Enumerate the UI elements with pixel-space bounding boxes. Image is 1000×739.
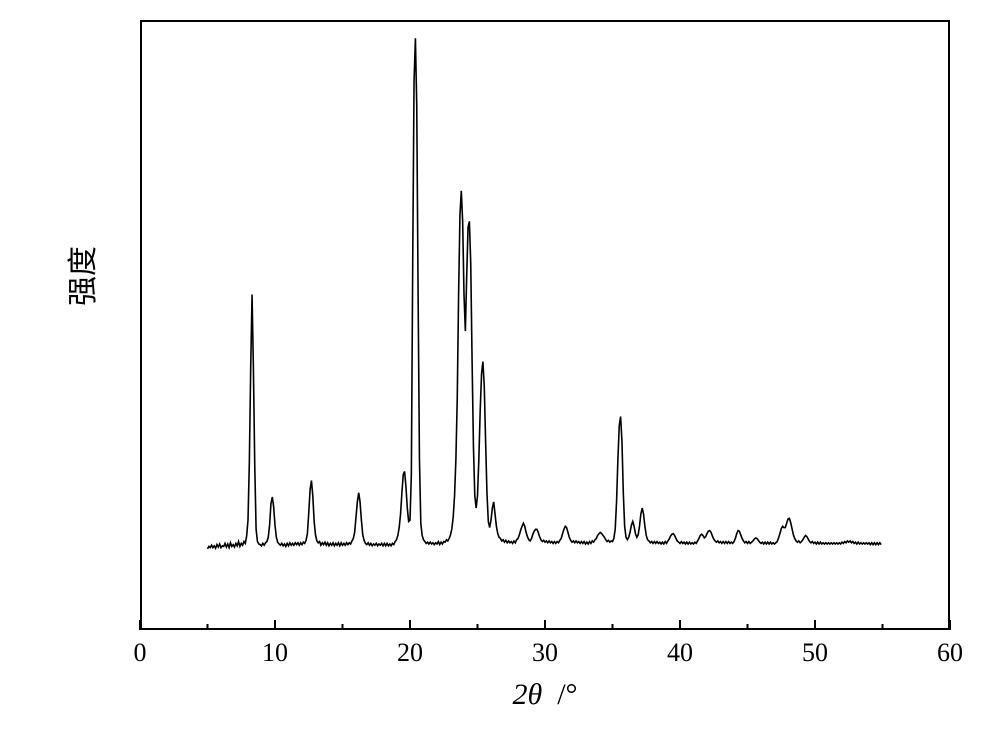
- x-tick-label: 40: [667, 638, 693, 668]
- xrd-figure: 强度 2θ /° 0102030405060: [0, 0, 1000, 739]
- x-tick-label: 20: [397, 638, 423, 668]
- x-tick-label: 60: [937, 638, 963, 668]
- x-tick-label: 50: [802, 638, 828, 668]
- axis-ticks: [0, 0, 1000, 739]
- x-tick-label: 0: [134, 638, 147, 668]
- x-tick-label: 30: [532, 638, 558, 668]
- x-tick-label: 10: [262, 638, 288, 668]
